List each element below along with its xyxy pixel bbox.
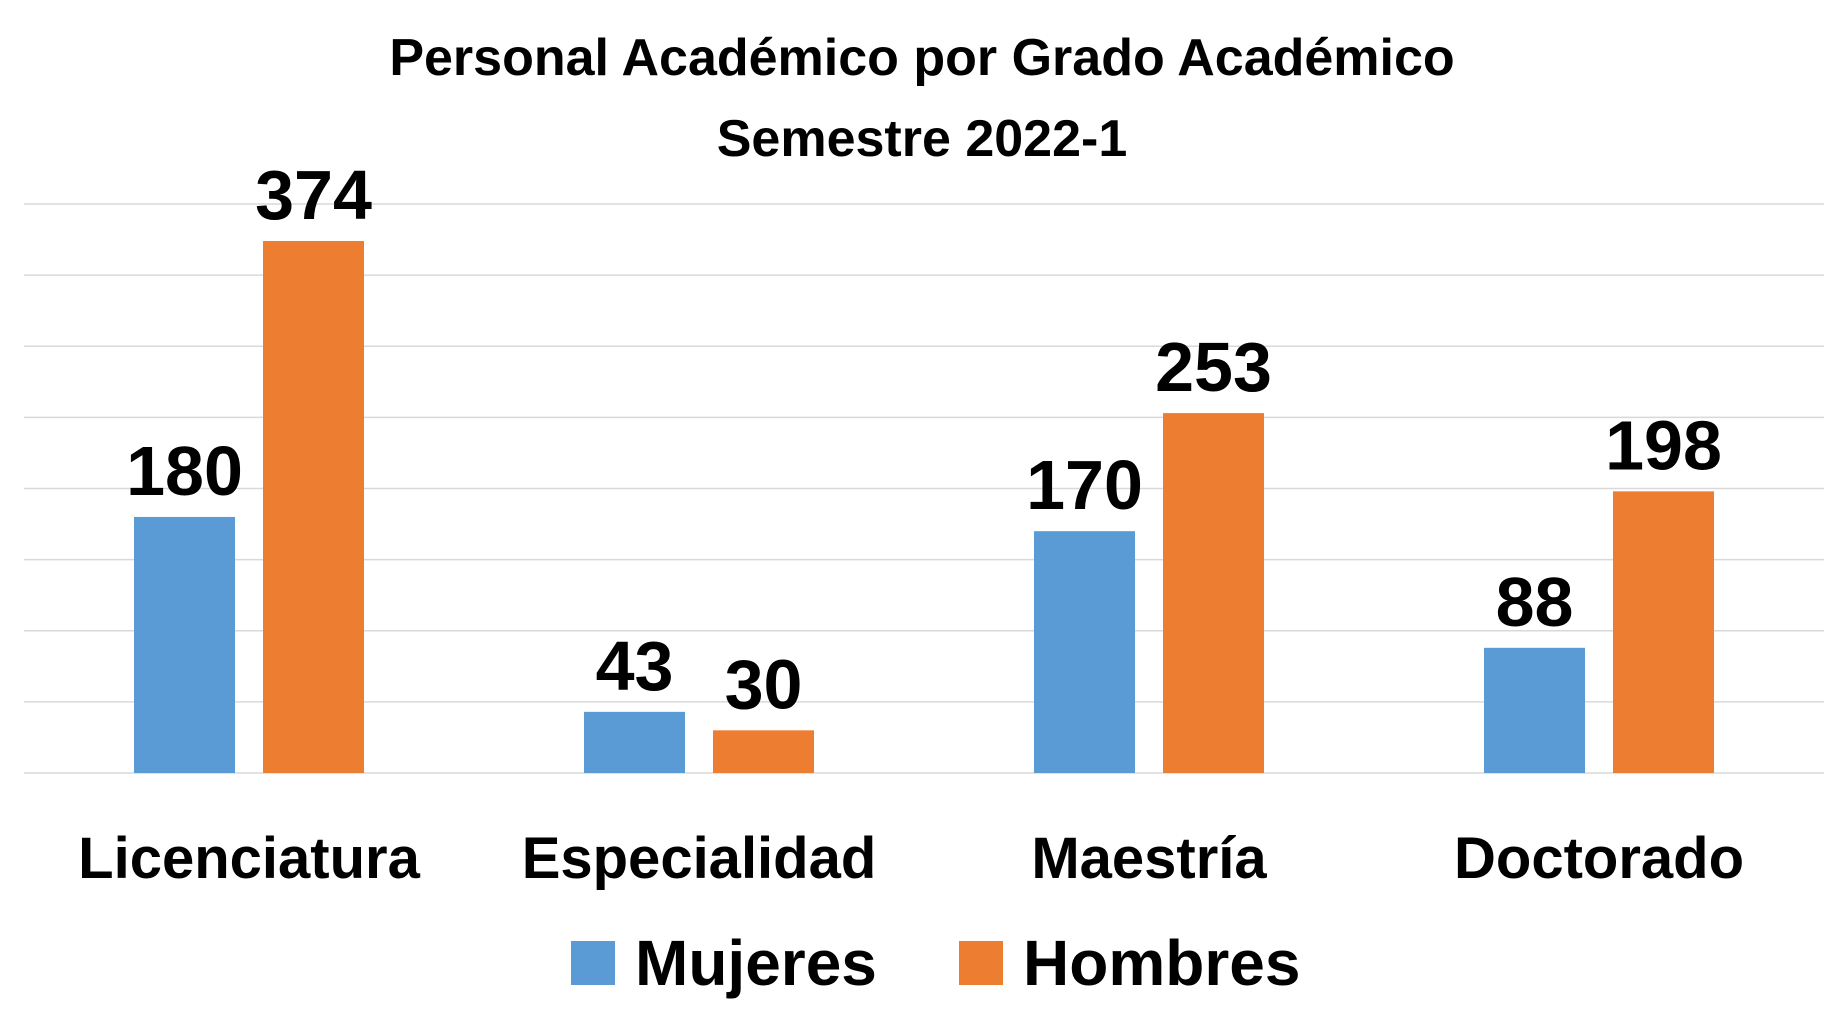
bar-mujeres-1 <box>584 711 685 773</box>
category-label: Doctorado <box>1454 826 1744 891</box>
chart-subtitle: Semestre 2022-1 <box>717 110 1128 168</box>
category-label: Maestría <box>1031 826 1267 891</box>
category-label: Licenciatura <box>78 826 420 891</box>
data-label: 198 <box>1605 406 1722 484</box>
data-label: 374 <box>255 156 372 234</box>
bar-mujeres-0 <box>134 516 235 773</box>
bar-hombres-0 <box>263 240 364 774</box>
data-label: 43 <box>596 627 674 705</box>
legend-swatch-mujeres <box>571 941 615 985</box>
data-label: 30 <box>725 645 803 723</box>
bar-mujeres-2 <box>1034 531 1135 773</box>
data-label: 180 <box>126 432 243 510</box>
legend-label: Mujeres <box>635 927 877 999</box>
data-label: 170 <box>1026 446 1143 524</box>
bar-hombres-3 <box>1613 491 1714 773</box>
category-labels: Licenciatura Especialidad Maestría Doctorad… <box>78 826 1744 891</box>
legend: Mujeres Hombres <box>571 927 1300 999</box>
data-label: 88 <box>1496 563 1574 641</box>
legend-swatch-hombres <box>959 941 1003 985</box>
bars <box>134 240 1714 774</box>
legend-label: Hombres <box>1023 927 1300 999</box>
data-label: 253 <box>1155 328 1272 406</box>
chart-title: Personal Académico por Grado Académico <box>389 29 1454 87</box>
bar-hombres-2 <box>1163 413 1264 773</box>
bar-mujeres-3 <box>1484 647 1585 773</box>
category-label: Especialidad <box>522 826 877 891</box>
bar-hombres-1 <box>713 730 814 773</box>
